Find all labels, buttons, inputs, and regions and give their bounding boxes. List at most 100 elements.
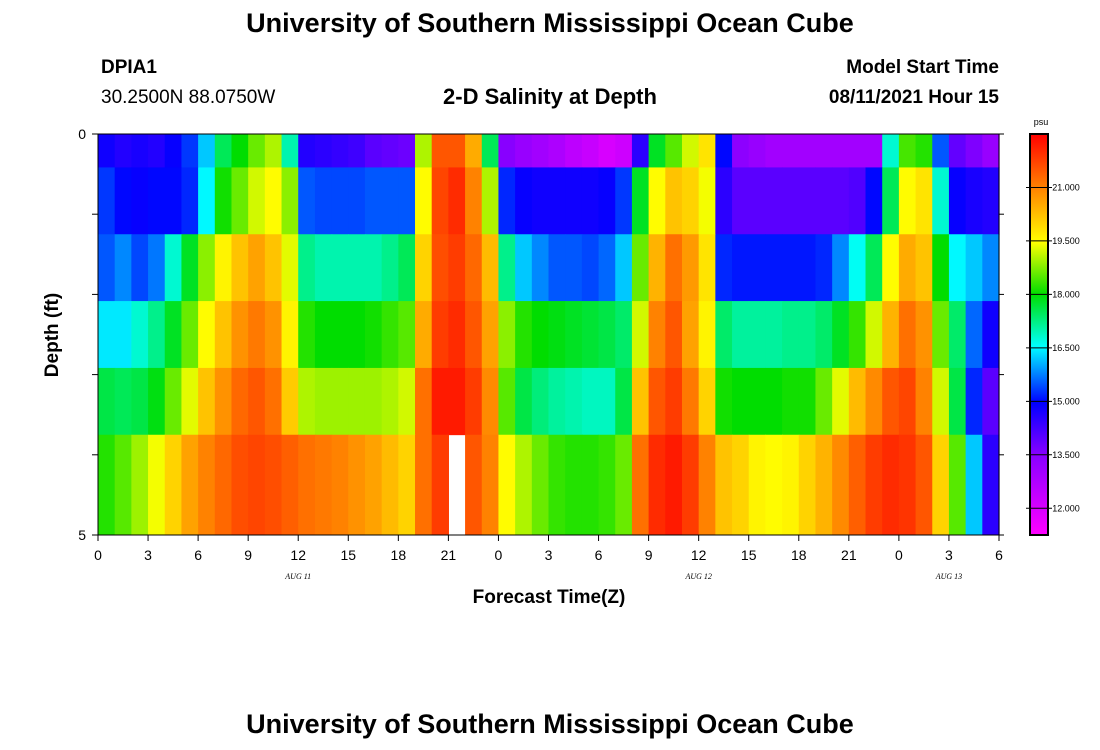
heatmap-cell [782, 134, 800, 168]
heatmap-cell [381, 301, 399, 369]
heatmap-cell [765, 167, 783, 235]
heatmap-cell [248, 134, 266, 168]
heatmap-cell [748, 367, 767, 436]
heatmap-cell [865, 301, 883, 369]
station-coordinates: 30.2500N 88.0750W [101, 87, 276, 108]
heatmap-cell [915, 134, 933, 168]
page-title: University of Southern Mississippi Ocean… [246, 8, 854, 38]
heatmap-cell [264, 301, 283, 369]
heatmap-cell [748, 134, 767, 168]
heatmap-cell [231, 434, 249, 536]
heatmap-cell [498, 434, 516, 536]
heatmap-cell [114, 167, 132, 235]
heatmap-cell [832, 434, 850, 536]
heatmap-cell [898, 367, 917, 436]
heatmap-cell [848, 167, 867, 235]
heatmap-cell [715, 434, 733, 536]
x-tick-label: 9 [244, 547, 252, 563]
heatmap-cell [932, 434, 950, 536]
x-tick-label: 18 [791, 547, 807, 563]
heatmap-cell [281, 434, 299, 536]
heatmap-cell [782, 434, 800, 536]
heatmap-cell [665, 367, 683, 436]
colorbar-tick-label: 12.000 [1052, 503, 1080, 513]
heatmap-cell [732, 134, 750, 168]
heatmap-cell [932, 134, 950, 168]
heatmap-cell [114, 234, 132, 302]
heatmap-cell [932, 301, 950, 369]
heatmap-cell [531, 234, 550, 302]
x-tick-label: 9 [645, 547, 653, 563]
heatmap-cell [681, 134, 700, 168]
heatmap-cell [248, 167, 266, 235]
heatmap-cell [882, 301, 900, 369]
heatmap-cell [631, 167, 650, 235]
heatmap-cell [465, 301, 483, 369]
heatmap-cell [598, 367, 616, 436]
heatmap-cell [698, 234, 716, 302]
heatmap-cell [314, 434, 333, 536]
x-date-label: AUG 12 [684, 572, 711, 581]
heatmap-cell [832, 301, 850, 369]
heatmap-cell [515, 301, 533, 369]
heatmap-cell [198, 167, 216, 235]
heatmap-cell [498, 301, 516, 369]
heatmap-cell [915, 234, 933, 302]
heatmap-cell [565, 167, 583, 235]
heatmap-cell [381, 167, 399, 235]
heatmap-cell [448, 367, 466, 436]
heatmap-cell [665, 234, 683, 302]
heatmap-cell [281, 167, 299, 235]
heatmap-cell [965, 367, 983, 436]
heatmap-cell [748, 434, 767, 536]
heatmap-cell [98, 301, 116, 369]
heatmap-cell [798, 434, 817, 536]
heatmap-cell [481, 367, 500, 436]
heatmap-cell [298, 234, 316, 302]
heatmap-cell [598, 234, 616, 302]
heatmap-cell [615, 134, 633, 168]
heatmap-cell [698, 434, 716, 536]
heatmap-cell [681, 301, 700, 369]
heatmap-cell [231, 134, 249, 168]
x-tick-label: 0 [895, 547, 903, 563]
x-tick-label: 6 [995, 547, 1003, 563]
heatmap-cell [915, 301, 933, 369]
heatmap-cell [381, 134, 399, 168]
heatmap-cell [698, 301, 716, 369]
heatmap-cell [348, 301, 366, 369]
heatmap-cell [331, 301, 349, 369]
heatmap-cell [148, 434, 166, 536]
heatmap-cell [364, 434, 383, 536]
heatmap-cell [581, 367, 600, 436]
heatmap-cell [598, 434, 616, 536]
heatmap-cell [364, 301, 383, 369]
heatmap-cell [181, 134, 199, 168]
heatmap-cell [164, 301, 183, 369]
heatmap-cell [548, 367, 566, 436]
heatmap-cell [381, 234, 399, 302]
colorbar-tick-label: 19.500 [1052, 236, 1080, 246]
heatmap-cell [214, 367, 233, 436]
heatmap-cell [531, 434, 550, 536]
heatmap-cell [798, 301, 817, 369]
x-tick-label: 0 [94, 547, 102, 563]
heatmap-cell [581, 167, 600, 235]
heatmap-cell [314, 367, 333, 436]
heatmap-cell [898, 301, 917, 369]
heatmap-cell [648, 234, 666, 302]
x-tick-label: 15 [340, 547, 356, 563]
x-tick-label: 3 [545, 547, 553, 563]
heatmap-cell [331, 434, 349, 536]
heatmap-cell [298, 367, 316, 436]
heatmap-cell [131, 167, 149, 235]
heatmap-cell [681, 234, 700, 302]
heatmap-cell [732, 234, 750, 302]
heatmap-cell [548, 167, 566, 235]
heatmap-cell [298, 301, 316, 369]
heatmap-cell [948, 134, 967, 168]
y-tick-label: 5 [78, 527, 86, 543]
heatmap-cell [882, 367, 900, 436]
heatmap-cell [882, 167, 900, 235]
heatmap-cell [631, 134, 650, 168]
